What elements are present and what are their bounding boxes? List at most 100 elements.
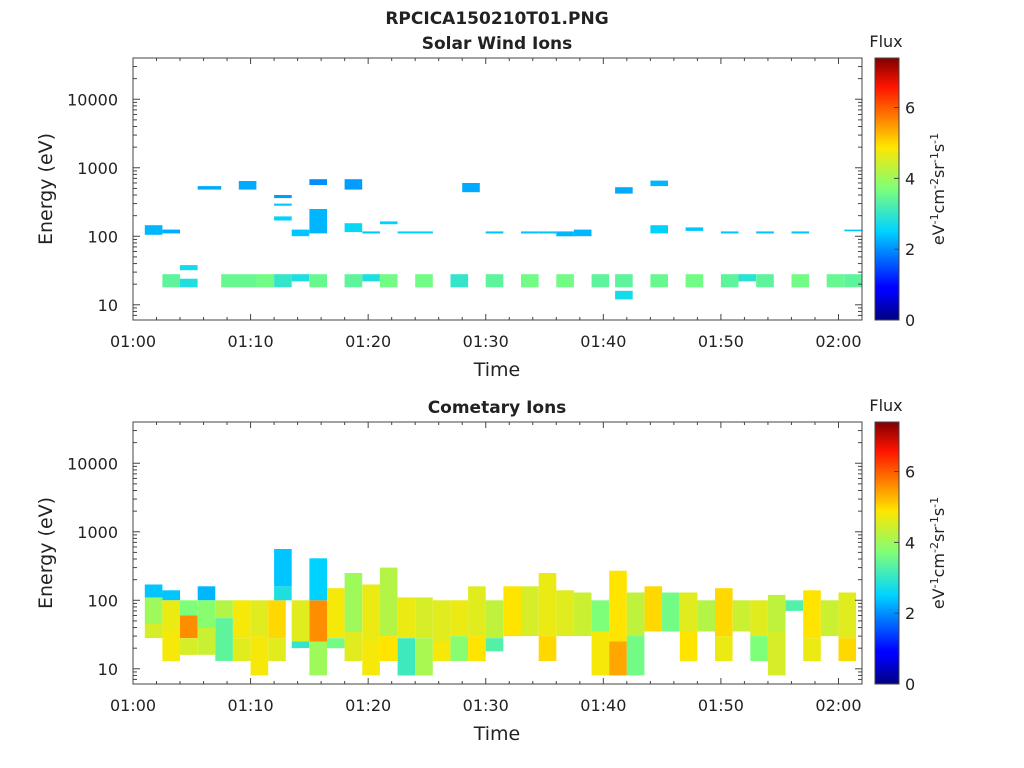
x-tick-label: 01:50 [698, 332, 744, 351]
heatmap-cell [720, 274, 739, 288]
heatmap-cell [379, 221, 398, 225]
heatmap-cell [309, 558, 327, 601]
figure-title: RPCICA150210T01.PNG [385, 9, 608, 29]
heatmap-cell [450, 600, 469, 637]
heatmap-cell [556, 590, 574, 637]
heatmap-cell [309, 179, 327, 185]
colorbar-label: eV-1cm-2sr-1s-1 [928, 133, 949, 245]
y-tick-label: 100 [87, 227, 118, 246]
colorbar-ticks: 0 2 4 6 [894, 463, 915, 694]
heatmap-cell [450, 636, 469, 661]
x-tick-label: 01:10 [228, 696, 274, 715]
heatmap-cell [238, 181, 257, 190]
y-tick-label: 1000 [77, 159, 118, 178]
heatmap-cell [180, 265, 198, 271]
heatmap-cell [556, 274, 574, 288]
heatmap-cell [720, 231, 739, 234]
heatmap-cell [232, 600, 251, 639]
heatmap-cell [397, 638, 416, 676]
heatmap-cell [450, 274, 469, 288]
heatmap-cell [767, 631, 786, 676]
heatmap-cell [521, 231, 539, 234]
heatmap-cell [650, 180, 668, 187]
heatmap-cell [820, 600, 839, 637]
x-tick-label: 01:30 [463, 696, 509, 715]
colorbar-tick-label: 6 [905, 99, 915, 118]
heatmap-cell [838, 592, 857, 639]
y-tick-label: 10 [98, 296, 118, 315]
colorbar-tick-label: 0 [905, 675, 915, 694]
heatmap-cell [591, 600, 610, 632]
heatmap-cell [803, 638, 821, 661]
heatmap-cell [379, 636, 398, 661]
heatmap-cell [162, 631, 180, 661]
heatmap-cell [750, 636, 768, 661]
heatmap-cell [785, 600, 804, 611]
y-tick-label: 1000 [77, 523, 118, 542]
heatmap-cell [344, 274, 363, 288]
colorbar-tick-label: 4 [905, 533, 915, 552]
heatmap-cell [715, 588, 733, 637]
x-tick-label: 02:00 [815, 332, 861, 351]
x-ticks: 01:00 01:10 01:20 01:30 01:40 01:50 02:00 [110, 422, 863, 715]
heatmap-cell [344, 179, 363, 190]
heatmap-cell [415, 638, 433, 676]
x-tick-label: 01:50 [698, 696, 744, 715]
y-ticks: 10 100 1000 10000 [67, 421, 862, 685]
colorbar-tick-label: 0 [905, 311, 915, 330]
heatmap-cell [609, 570, 627, 642]
colorbar-title: Flux [869, 396, 902, 415]
heatmap-cell [432, 641, 451, 661]
heatmap-cell [644, 586, 663, 632]
heatmap-cell [250, 636, 269, 676]
heatmap-cell [685, 227, 704, 231]
heatmap-cell [626, 636, 645, 676]
heatmap-cell [256, 274, 275, 288]
heatmap-cell [197, 600, 216, 628]
x-tick-label: 01:10 [228, 332, 274, 351]
heatmap-cell [803, 590, 821, 639]
y-ticks: 10 100 1000 10000 [67, 57, 862, 321]
heatmap-cell [274, 203, 292, 206]
heatmap-cell [650, 225, 668, 234]
x-axis-label: Time [473, 359, 521, 381]
heatmap-cell [327, 638, 345, 649]
colorbar-title: Flux [869, 32, 902, 51]
heatmap-cell [250, 600, 269, 637]
heatmap-cells [144, 179, 862, 300]
heatmap-cell [274, 216, 292, 221]
solar-wind-panel: Solar Wind Ions 01:00 01:10 01:20 01:30 01:4… [35, 32, 948, 381]
heatmap-cell [344, 631, 363, 661]
x-tick-label: 01:00 [110, 696, 156, 715]
heatmap-cell [309, 641, 327, 676]
heatmap-cell [344, 223, 363, 233]
heatmap-cell [215, 600, 233, 619]
heatmap-cell [838, 638, 857, 661]
heatmap-cell [162, 590, 180, 601]
heatmap-cell [615, 290, 633, 300]
heatmap-cell [468, 586, 486, 637]
heatmap-cell [767, 594, 786, 632]
heatmap-cell [180, 600, 198, 616]
y-tick-label: 10000 [67, 454, 118, 473]
plot-frame [132, 421, 863, 685]
heatmap-cell [397, 597, 416, 639]
heatmap-cell [144, 597, 163, 624]
heatmap-cell [485, 274, 504, 288]
heatmap-cell [379, 274, 398, 288]
x-tick-label: 01:20 [345, 332, 391, 351]
colorbar-tick-label: 2 [905, 604, 915, 623]
heatmap-cell [732, 600, 751, 632]
heatmap-cell [162, 600, 180, 632]
heatmap-cell [397, 231, 433, 234]
colorbar [874, 57, 900, 321]
heatmap-cells [144, 549, 857, 676]
heatmap-cell [268, 600, 286, 639]
heatmap-cell [521, 586, 539, 637]
heatmap-cell [221, 274, 257, 288]
heatmap-cell [685, 274, 704, 288]
heatmap-cell [274, 274, 292, 288]
heatmap-cell [609, 641, 627, 676]
heatmap-cell [826, 274, 845, 288]
heatmap-cell [615, 274, 633, 288]
